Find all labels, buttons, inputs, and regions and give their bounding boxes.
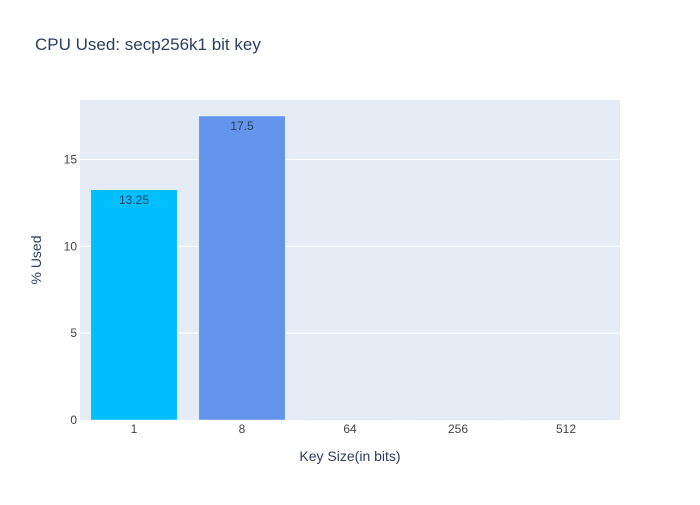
x-tick-label: 512 [556,422,576,436]
bars [90,115,610,421]
bar-value-label: 17.5 [230,119,254,133]
bar [198,115,286,421]
y-tick-label: 5 [70,326,77,340]
x-axis-ticks: 1 8 64 256 512 [131,422,577,436]
data-labels: 13.25 17.5 [119,119,254,207]
bar [90,189,178,421]
chart-title: CPU Used: secp256k1 bit key [35,35,261,54]
bar-value-label: 13.25 [119,193,149,207]
y-tick-label: 0 [70,413,77,427]
y-axis-ticks: 0 5 10 15 [64,152,78,427]
x-tick-label: 8 [239,422,246,436]
x-axis-title: Key Size(in bits) [299,448,400,464]
y-tick-label: 15 [64,152,78,166]
y-axis-title: % Used [28,235,44,284]
x-tick-label: 1 [131,422,138,436]
x-tick-label: 256 [448,422,468,436]
y-tick-label: 10 [64,239,78,253]
x-tick-label: 64 [343,422,357,436]
